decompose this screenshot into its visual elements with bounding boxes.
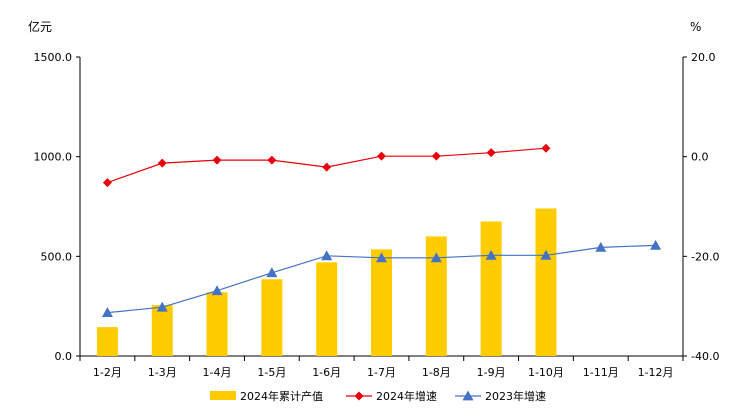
- left-axis-unit: 亿元: [28, 19, 52, 34]
- point-1-5月: [267, 155, 277, 165]
- point-1-7月: [376, 252, 387, 263]
- bar-1-7月: [371, 249, 392, 356]
- x-tick-label: 1-11月: [583, 366, 619, 379]
- x-tick-label: 1-12月: [638, 366, 674, 379]
- bar-1-4月: [206, 292, 228, 356]
- legend: 2024年累计产值 2024年增速 2023年增速: [210, 389, 546, 403]
- left-tick-label: 0.0: [55, 350, 73, 363]
- left-tick-label: 1000.0: [34, 151, 73, 164]
- point-1-7月: [377, 151, 386, 161]
- point-1-10月: [540, 249, 552, 260]
- legend-swatch-bar: [210, 391, 236, 400]
- point-1-9月: [485, 249, 497, 260]
- line-series-group: [101, 143, 662, 318]
- bar-1-2月: [96, 327, 118, 356]
- point-1-8月: [430, 252, 442, 263]
- point-1-8月: [431, 151, 441, 161]
- x-tick-label: 1-6月: [312, 366, 341, 379]
- x-tick-label: 1-9月: [477, 366, 506, 379]
- right-tick-label: 0.0: [691, 151, 709, 164]
- line-series-1: [102, 143, 551, 188]
- left-tick-label: 500.0: [41, 250, 73, 263]
- point-1-11月: [595, 241, 607, 252]
- point-1-3月: [156, 301, 168, 312]
- x-tick-label: 1-4月: [203, 366, 232, 379]
- point-1-6月: [322, 162, 332, 172]
- point-1-5月: [266, 267, 278, 278]
- legend-label-bar: 2024年累计产值: [240, 389, 323, 403]
- bar-1-8月: [425, 236, 447, 356]
- point-1-10月: [541, 143, 551, 153]
- bar-series-2024-output: [96, 208, 557, 356]
- bar-1-6月: [316, 262, 338, 356]
- x-tick-label: 1-8月: [422, 366, 451, 379]
- point-1-4月: [211, 285, 223, 296]
- x-tick-label: 1-10月: [528, 366, 564, 379]
- legend-marker-1: [354, 391, 364, 401]
- right-tick-label: 20.0: [691, 51, 716, 64]
- x-tick-label: 1-5月: [257, 366, 286, 379]
- bar-1-5月: [261, 279, 283, 356]
- bar-1-10月: [535, 208, 557, 356]
- x-tick-label: 1-2月: [93, 366, 122, 379]
- point-1-4月: [212, 155, 222, 165]
- x-tick-label: 1-7月: [367, 366, 396, 379]
- right-tick-label: -40.0: [691, 350, 719, 363]
- x-tick-label: 1-3月: [148, 366, 177, 379]
- bar-1-9月: [480, 221, 502, 356]
- point-1-6月: [321, 250, 333, 261]
- point-1-2月: [101, 307, 113, 318]
- right-axis-unit: %: [690, 20, 701, 34]
- axes: 0.0 500.0 1000.0 1500.0 -40.0 -20.0 0.0 20.0 1-2…: [34, 51, 720, 379]
- point-1-2月: [102, 178, 112, 188]
- legend-label-line-1: 2024年增速: [376, 389, 437, 403]
- line-series-2: [101, 239, 662, 318]
- point-1-12月: [650, 239, 662, 250]
- legend-marker-2: [462, 390, 474, 401]
- point-1-9月: [486, 148, 496, 158]
- left-tick-label: 1500.0: [34, 51, 73, 64]
- bar-1-3月: [151, 305, 173, 356]
- legend-label-line-2: 2023年增速: [485, 389, 546, 403]
- right-tick-label: -20.0: [691, 250, 719, 263]
- point-1-3月: [157, 158, 167, 168]
